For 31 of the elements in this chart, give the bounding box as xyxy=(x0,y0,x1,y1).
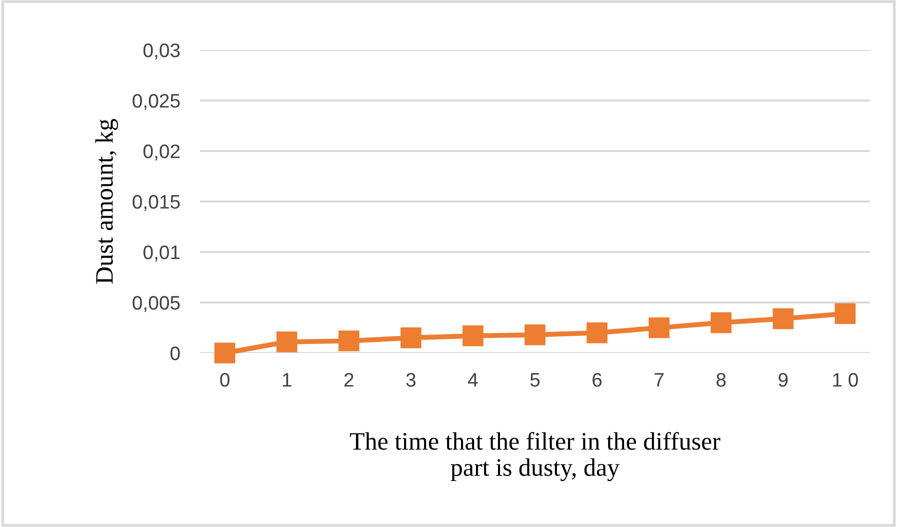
point xyxy=(400,327,422,348)
point xyxy=(214,342,236,364)
x-tick-label: 4 xyxy=(468,373,478,387)
x-tick-label: 1 0 xyxy=(833,372,858,387)
x-tick-label: 6 xyxy=(592,372,602,387)
point xyxy=(586,322,608,344)
x-tick-label: 9 xyxy=(778,372,788,387)
y-tick-label: 0,02 xyxy=(143,144,180,161)
point xyxy=(834,303,856,324)
point xyxy=(710,312,732,334)
x-tick-label: 8 xyxy=(716,372,726,387)
x-tick-label: 1 xyxy=(282,373,292,387)
y-tick-label: 0,025 xyxy=(132,94,180,110)
point xyxy=(338,330,360,352)
x-tick-label: 0 xyxy=(220,372,230,387)
point xyxy=(648,317,670,338)
x-tick-label: 2 xyxy=(344,372,354,387)
y-tick-label: 0,015 xyxy=(132,194,180,212)
point xyxy=(276,331,298,352)
point xyxy=(772,308,794,330)
y-tick-label: 0,01 xyxy=(143,245,180,262)
y-tick-label: 0 xyxy=(170,346,180,360)
x-tick-label: 5 xyxy=(530,373,540,387)
x-axis-title: The time that the filter in the diffuser part is dusty, day xyxy=(350,432,720,482)
y-tick-label: 0,005 xyxy=(132,296,180,312)
x-tick-label: 7 xyxy=(654,373,664,387)
point xyxy=(524,324,546,346)
y-axis-title: Dust amount, kg xyxy=(95,118,118,284)
point xyxy=(462,325,484,346)
x-tick-label: 3 xyxy=(406,372,416,387)
y-tick-label: 0,03 xyxy=(143,43,180,60)
